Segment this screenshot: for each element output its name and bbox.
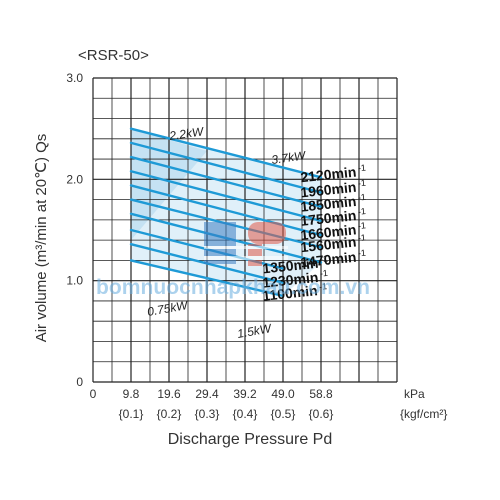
y-tick-label: 2.0 [66,172,83,186]
series-line [129,155,323,208]
x-unit-kpa: kPa [404,387,425,401]
y-tick-label: 3.0 [66,71,83,85]
series-line [129,170,323,223]
x-unit-kgf: {kgf/cm²} [400,407,447,421]
speed-label: 1960min-1 [300,178,367,201]
x-tick-label: 19.6 [157,387,181,401]
logo-watermark [204,222,288,266]
x-tick-label-kgf: {0.4} [233,407,258,421]
y-tick-label: 1.0 [66,274,83,288]
speed-label: 1750min-1 [300,206,367,229]
y-tick-label: 0 [76,375,83,389]
y-axis-label: Air volume (m³/min at 20℃) Qs [33,134,50,343]
x-tick-label-kgf: {0.3} [195,407,220,421]
chart-title: <RSR-50> [78,47,149,64]
x-tick-labels: 0 9.8 19.6 29.4 39.2 49.0 58.8 [90,387,333,401]
y-tick-labels: 0 1.0 2.0 3.0 [66,71,83,389]
speed-label: 1100min-1 [262,281,329,304]
power-label-2-2kw: 2.2kW [167,124,205,143]
x-tick-label-kgf: {0.5} [271,407,296,421]
x-tick-labels-kgf: {0.1} {0.2} {0.3} {0.4} {0.5} {0.6} [119,407,334,421]
x-axis-label: Discharge Pressure Pd [168,431,333,448]
speed-label: 2120min-1 [300,162,367,185]
x-tick-label: 58.8 [309,387,333,401]
x-tick-label-kgf: {0.2} [157,407,182,421]
speed-label: 1230min-1 [262,268,329,291]
speed-label: 1850min-1 [300,192,367,215]
x-tick-label-kgf: {0.1} [119,407,144,421]
series-line [129,127,323,179]
speed-label: 1470min-1 [300,248,367,271]
power-label-3-7kw: 3.7kW [270,148,307,167]
x-tick-label: 39.2 [233,387,257,401]
series-line [129,141,323,194]
x-tick-label: 0 [90,387,97,401]
watermark-text: bomnuocnhapkhau.com.vn [96,276,370,299]
series-line [129,259,285,298]
series-line [129,184,323,237]
series-lines [129,127,323,298]
speed-label: 1560min-1 [300,232,367,255]
x-tick-label: 29.4 [195,387,219,401]
power-label-1-5kw: 1.5kW [236,321,274,341]
x-tick-label-kgf: {0.6} [309,407,334,421]
speed-label: 1660min-1 [300,220,367,243]
x-tick-label: 49.0 [271,387,295,401]
x-tick-label: 9.8 [123,387,140,401]
